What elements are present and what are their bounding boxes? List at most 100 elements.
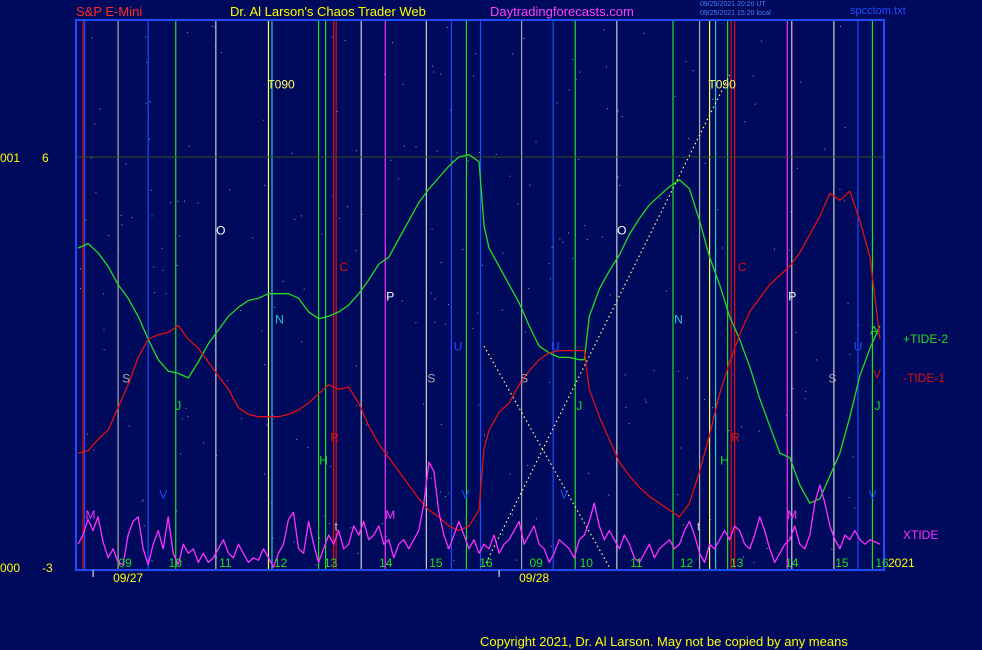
background-dot [731,356,733,358]
x-hour-label: 14 [379,556,393,570]
background-dot [211,25,213,27]
background-dot [677,494,679,496]
timestamp-ut: 09/25/2021 20:20 UT [700,1,766,8]
y-axis-labels: 001 6 000 -3 [0,151,53,575]
background-dot [148,138,150,140]
event-letter: J [874,399,880,413]
background-dot [120,215,122,216]
background-dot [674,96,676,98]
y-tick-prefix: 001 [0,151,20,165]
background-dot [502,534,504,536]
background-dot [434,321,436,323]
background-dot [103,293,105,295]
background-dot [162,269,164,271]
background-dot [559,238,561,240]
background-dot [94,123,96,125]
background-dot [338,218,340,219]
background-dot [844,127,846,129]
background-dot [165,293,167,295]
background-dot [300,215,302,217]
event-letter: C [339,260,348,274]
background-dot [579,71,581,73]
background-dot [321,233,323,235]
event-letter: P [788,290,796,304]
background-dot [229,189,231,191]
background-dot [415,146,417,148]
event-letter: V [560,488,568,502]
year-label: 2021 [888,556,915,570]
background-dot [331,36,333,38]
background-dot [346,206,348,208]
background-dot [301,341,303,343]
background-dot [774,248,775,250]
background-dot [800,81,802,83]
background-dot [501,309,503,311]
background-dot [529,184,531,186]
background-dot [446,27,448,28]
background-dot [744,121,746,123]
event-letter: t [334,520,338,534]
background-dot [728,430,729,432]
background-dot [241,418,243,420]
background-dot [535,141,537,143]
x-hour-label: 16 [479,556,493,570]
x-hour-label: 11 [219,556,232,570]
background-dot [263,473,265,475]
background-dot [743,556,744,558]
y-tick-label: 6 [42,151,49,165]
background-dot [263,119,265,121]
background-dot [502,252,504,254]
background-dot [213,26,215,28]
background-dot [296,439,298,440]
background-dot [319,537,320,539]
background-dot [603,29,605,31]
copyright-notice: Copyright 2021, Dr. Al Larson. May not b… [480,634,848,649]
background-dot [509,473,511,475]
background-dot [584,225,586,227]
site-url[interactable]: Daytradingforecasts.com [490,4,634,19]
background-dot [356,405,358,406]
background-dot [481,264,483,266]
event-letter: V [159,488,167,502]
background-dot [150,189,152,191]
background-dot [512,53,514,55]
event-letter: T090 [708,78,736,92]
background-dot [86,433,88,435]
background-dot [187,31,188,33]
background-dot [456,152,458,154]
background-dot [685,61,687,62]
x-axis-labels: 09 10 11 12 13 14 15 16 09 10 11 12 13 14 15 16 202109/2… [92,556,915,585]
series-line-xtide [77,461,881,568]
event-letter: T090 [267,78,295,92]
background-dot [385,535,387,537]
background-dot [556,102,558,104]
background-dot [125,163,127,165]
background-dot [484,434,485,436]
background-dot [433,71,434,73]
background-dot [740,426,742,428]
background-dot [216,454,217,456]
background-dot [607,108,609,110]
background-dot [677,370,679,372]
background-dot [145,36,147,38]
series-labels: +TIDE-2 -TIDE-1 XTIDE [903,332,948,542]
event-letter: O [617,223,626,237]
background-dot [291,152,293,154]
background-dot [361,214,363,215]
background-dot [586,239,588,240]
background-dot [705,163,707,164]
background-dot [478,404,480,406]
background-dot [754,103,756,105]
background-dot [578,158,580,160]
background-dot [758,430,760,432]
event-letter: S [122,372,130,386]
background-dot [80,288,82,290]
background-dot [176,510,178,512]
x-hour-label: 10 [580,556,594,570]
background-dots [80,25,860,566]
background-dot [785,414,787,416]
event-letter: N [674,312,683,326]
event-letter: S [520,372,528,386]
background-dot [844,200,846,202]
